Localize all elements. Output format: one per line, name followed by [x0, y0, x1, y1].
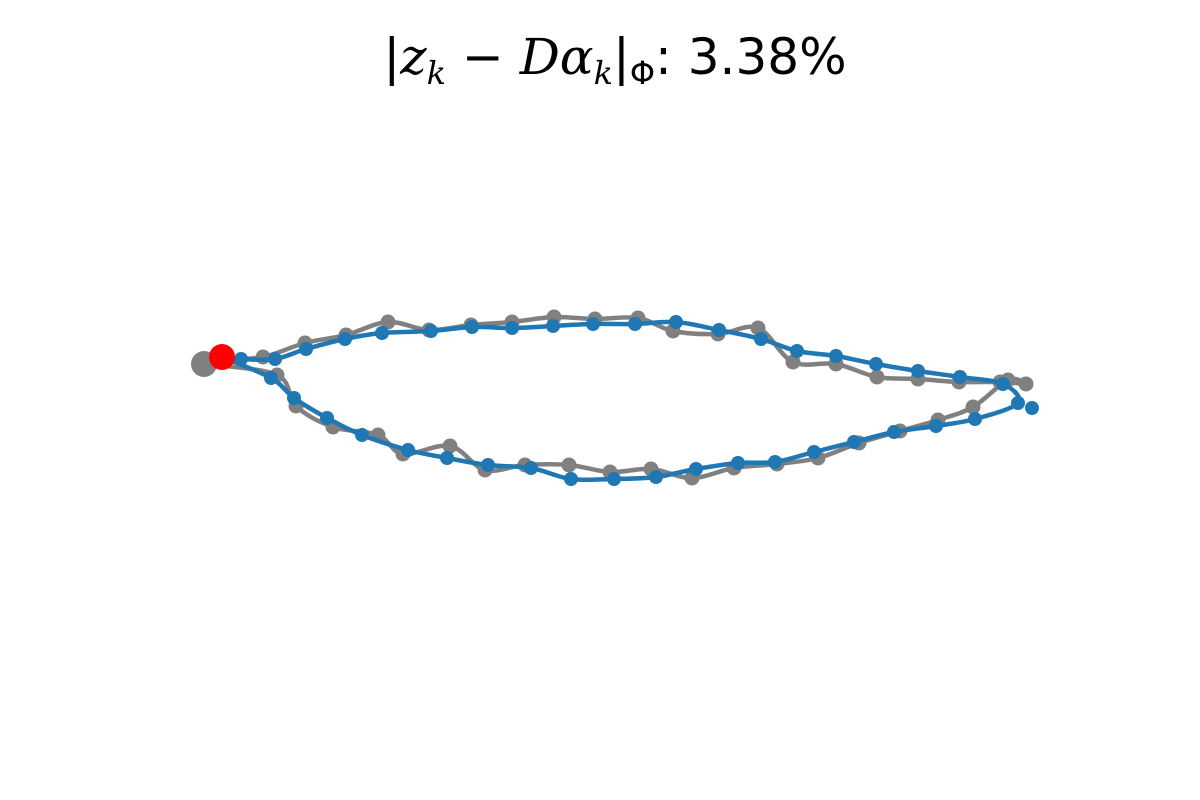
start-marker-layer [209, 344, 235, 370]
reconstruction-point [712, 323, 726, 337]
target-point [380, 314, 396, 330]
target-point [785, 354, 801, 370]
title-sub-k2: k [593, 54, 613, 92]
reconstruction-point [607, 472, 621, 486]
reconstruction-point [375, 326, 389, 340]
reconstruction-point [465, 320, 479, 334]
reconstruction-point [911, 364, 925, 378]
reconstruction-point [968, 412, 982, 426]
title-sub-k1: k [426, 54, 447, 92]
reconstruction-point [731, 456, 745, 470]
reconstruction-point [320, 411, 334, 425]
title-sub-phi: Φ [629, 54, 655, 92]
reconstruction-point [790, 344, 804, 358]
reconstruction-point [847, 435, 861, 449]
reconstruction-point [401, 443, 415, 457]
title-alpha: α [559, 28, 594, 86]
reconstruction-point [887, 425, 901, 439]
title-d: D [519, 28, 560, 86]
reconstruction-point [869, 357, 883, 371]
reconstruction-point [355, 428, 369, 442]
reconstruction-point [234, 352, 248, 366]
title-value: : 3.38% [655, 28, 847, 86]
target-point [750, 320, 766, 336]
reconstruction-point [287, 391, 301, 405]
reconstruction-point [649, 470, 663, 484]
title-z: z [400, 28, 427, 86]
reconstruction-point [524, 461, 538, 475]
chart-title: |zk − Dαk|Φ: 3.38% [383, 28, 847, 92]
reconstruction-point [440, 451, 454, 465]
start-marker [209, 344, 235, 370]
reconstruction-point [424, 324, 438, 338]
reconstruction-point [586, 317, 600, 331]
reconstruction-trailing-point [1025, 401, 1039, 415]
target-point [965, 399, 981, 415]
reconstruction-point [754, 332, 768, 346]
reconstruction-point [505, 321, 519, 335]
reconstruction-point [669, 315, 683, 329]
target-point [1018, 376, 1034, 392]
target-point [255, 349, 271, 365]
reconstruction-point [953, 370, 967, 384]
title-minus: − [446, 28, 520, 86]
reconstruction-point [299, 342, 313, 356]
target-point [561, 457, 577, 473]
reconstruction-line [219, 319, 1022, 483]
reconstruction-series [215, 315, 1039, 486]
target-series [191, 309, 1034, 486]
reconstruction-point [268, 352, 282, 366]
reconstruction-point [689, 462, 703, 476]
reconstruction-point [264, 371, 278, 385]
reconstruction-point [338, 332, 352, 346]
reconstruction-point [829, 349, 843, 363]
reconstruction-point [1011, 396, 1025, 410]
reconstruction-point [807, 445, 821, 459]
target-point [442, 438, 458, 454]
target-point [869, 369, 885, 385]
reconstruction-point [768, 455, 782, 469]
reconstruction-point [929, 419, 943, 433]
reconstruction-point [996, 377, 1010, 391]
reconstruction-point [546, 319, 560, 333]
reconstruction-point [481, 458, 495, 472]
reconstruction-point [628, 317, 642, 331]
reconstruction-point [564, 472, 578, 486]
